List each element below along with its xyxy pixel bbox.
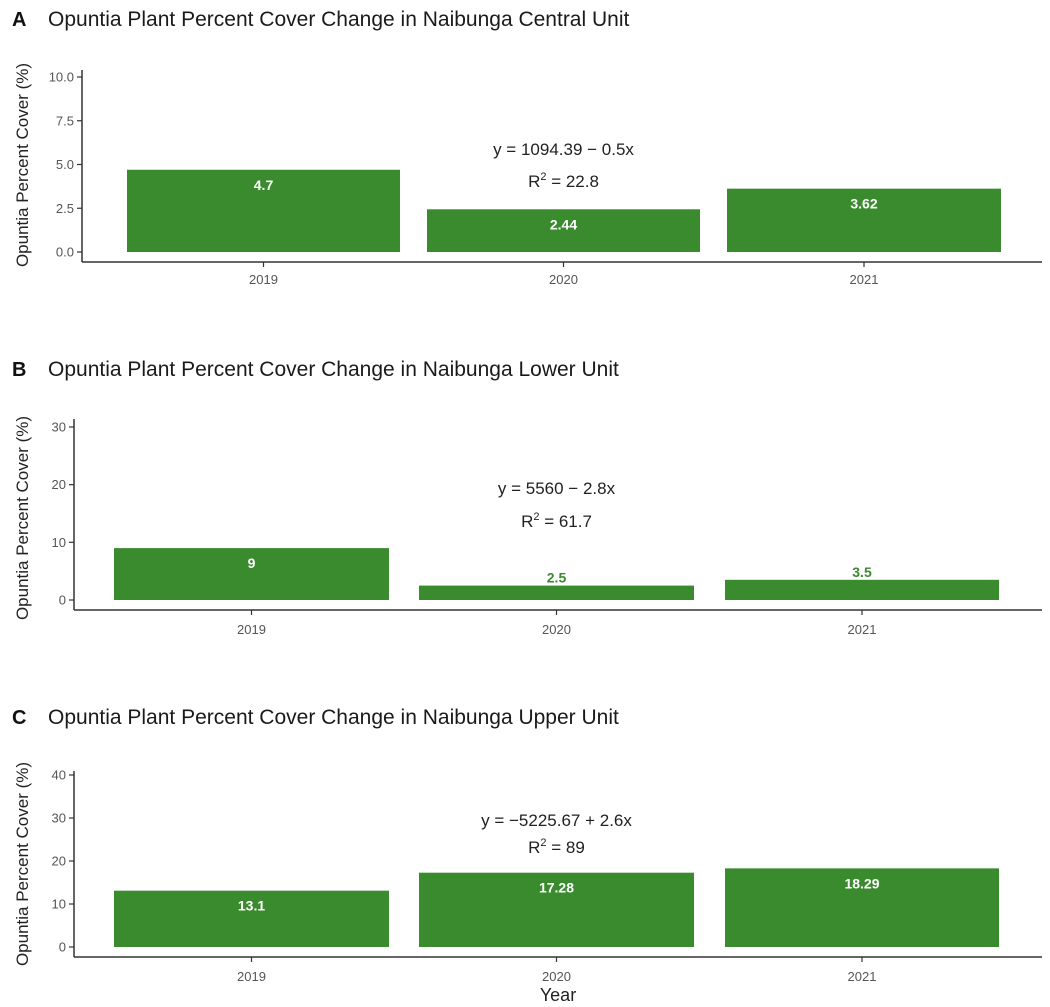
panel-a-bar-2021 — [727, 188, 1001, 252]
panel-c-x-tick-label: 2021 — [848, 969, 877, 984]
panel-b-data-label: 3.5 — [852, 564, 872, 580]
panel-b-letter: B — [12, 359, 26, 381]
panel-b-x-tick-label: 2020 — [542, 622, 571, 637]
panel-b-x-tick-label: 2021 — [848, 622, 877, 637]
panel-c-title: Opuntia Plant Percent Cover Change in Na… — [48, 706, 619, 729]
panel-a-data-label: 2.44 — [550, 216, 577, 232]
panel-b-bar-2021 — [725, 579, 999, 600]
panel-b-y-tick-label: 30 — [52, 420, 66, 435]
panel-b-x-tick-label: 2019 — [237, 622, 266, 637]
panel-c-data-label: 17.28 — [539, 880, 574, 896]
panel-b-data-label: 2.5 — [547, 570, 567, 586]
panel-a-y-tick-label: 7.5 — [56, 113, 74, 128]
panel-c-x-axis-label: Year — [540, 985, 576, 1005]
panel-a-y-tick-label: 5.0 — [56, 157, 74, 172]
panel-b-bar-2020 — [419, 585, 694, 600]
panel-b-data-label: 9 — [248, 555, 256, 571]
panel-a-bar-2020 — [427, 209, 700, 252]
panel-c-y-tick-label: 20 — [52, 854, 66, 869]
panel-c-y-tick-label: 10 — [52, 897, 66, 912]
panel-b-bar-2019 — [114, 548, 389, 600]
panel-b-y-axis-label: Opuntia Percent Cover (%) — [13, 416, 32, 620]
panel-b-r-squared-superscript: 2 — [533, 511, 539, 523]
panel-b-regression-equation: y = 5560 − 2.8x — [498, 479, 616, 498]
panel-b-r-squared-value: = 61.7 — [539, 512, 591, 531]
panel-c-r-squared-prefix: R — [528, 838, 540, 857]
panel-c-r-squared-value: = 89 — [547, 838, 585, 857]
panel-c-bar-2021 — [725, 868, 999, 947]
panel-a-data-label: 3.62 — [850, 196, 877, 212]
panel-a-r-squared-superscript: 2 — [540, 171, 546, 183]
panel-a-y-tick-label: 2.5 — [56, 201, 74, 216]
panel-a-y-tick-label: 10.0 — [49, 70, 74, 85]
panel-b-r-squared: R2 = 61.7 — [521, 511, 592, 531]
panel-c-bar-2019 — [114, 890, 389, 947]
panel-c-y-tick-label: 0 — [59, 940, 66, 955]
panel-a-title: Opuntia Plant Percent Cover Change in Na… — [48, 8, 630, 31]
panel-b-title: Opuntia Plant Percent Cover Change in Na… — [48, 358, 619, 381]
panel-c-x-tick-label: 2020 — [542, 969, 571, 984]
panel-a-r-squared-value: = 22.8 — [546, 172, 598, 191]
panel-a-x-tick-label: 2021 — [850, 272, 879, 287]
panel-a-r-squared: R2 = 22.8 — [528, 171, 599, 191]
panel-c-r-squared: R2 = 89 — [528, 837, 585, 857]
panel-b-y-tick-label: 0 — [59, 593, 66, 608]
panel-a-letter: A — [12, 9, 26, 31]
panel-a-data-label: 4.7 — [254, 177, 274, 193]
panel-a-y-axis-label: Opuntia Percent Cover (%) — [13, 63, 32, 267]
panel-c-bar-2020 — [419, 872, 694, 947]
panel-a-x-tick-label: 2019 — [249, 272, 278, 287]
panel-a-x-tick-label: 2020 — [549, 272, 578, 287]
panel-c-data-label: 13.1 — [238, 898, 265, 914]
panel-b-y-tick-label: 10 — [52, 535, 66, 550]
panel-c-r-squared-superscript: 2 — [540, 837, 546, 849]
panel-a-regression-equation: y = 1094.39 − 0.5x — [493, 140, 634, 159]
panel-a-r-squared-prefix: R — [528, 172, 540, 191]
panel-c-letter: C — [12, 707, 26, 729]
panel-c-x-tick-label: 2019 — [237, 969, 266, 984]
panel-b-y-tick-label: 20 — [52, 477, 66, 492]
panel-a-bar-2019 — [127, 169, 400, 252]
panel-c-regression-equation: y = −5225.67 + 2.6x — [481, 811, 632, 830]
panel-c-y-tick-label: 30 — [52, 811, 66, 826]
panel-a-y-tick-label: 0.0 — [56, 245, 74, 260]
panel-c-data-label: 18.29 — [844, 875, 879, 891]
panel-b-r-squared-prefix: R — [521, 512, 533, 531]
panel-c-y-tick-label: 40 — [52, 768, 66, 783]
panel-c-y-axis-label: Opuntia Percent Cover (%) — [13, 762, 32, 966]
